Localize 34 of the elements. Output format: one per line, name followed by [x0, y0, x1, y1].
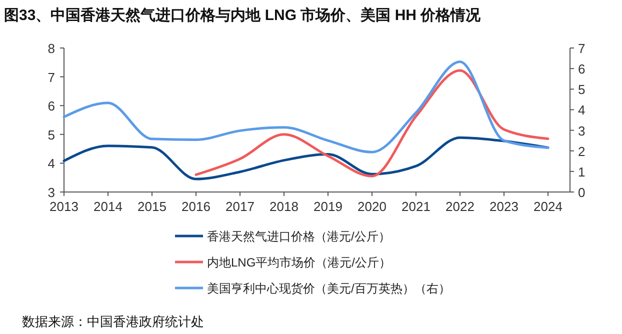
y-tick-label: 4: [48, 156, 55, 172]
y2-tick-label: 0: [578, 185, 586, 200]
y-tick-label: 6: [48, 98, 55, 114]
legend-label: 香港天然气进口价格（港元/公斤）: [207, 230, 390, 244]
x-tick-label: 2020: [358, 199, 386, 214]
x-tick-label: 2018: [270, 199, 298, 214]
y-tick-label: 5: [48, 127, 55, 142]
x-tick-label: 2023: [490, 199, 518, 214]
y2-tick-label: 1: [578, 164, 586, 180]
y-tick-label: 8: [48, 41, 55, 56]
line-series: [62, 60, 550, 154]
line-series: [62, 136, 550, 180]
source-note: 数据来源：中国香港政府统计处: [22, 314, 204, 329]
y-tick-label: 7: [48, 70, 55, 85]
x-tick-label: 2017: [226, 199, 254, 214]
y-tick-label: 3: [48, 185, 55, 200]
y2-tick-label: 5: [578, 82, 586, 98]
x-tick-label: 2016: [182, 199, 210, 214]
y2-tick-label: 6: [578, 62, 586, 77]
y2-tick-label: 4: [578, 102, 586, 118]
x-tick-label: 2015: [138, 199, 166, 214]
y2-tick-label: 7: [578, 41, 586, 56]
chart-title: 图33、中国香港天然气进口价格与内地 LNG 市场价、美国 HH 价格情况: [4, 6, 482, 24]
x-tick-label: 2014: [94, 199, 122, 214]
x-tick-label: 2022: [446, 199, 474, 214]
x-tick-label: 2024: [534, 199, 562, 214]
x-tick-label: 2019: [314, 199, 342, 214]
legend-label: 美国亨利中心现货价（美元/百万英热）（右）: [207, 282, 450, 296]
line-series: [194, 69, 550, 178]
x-tick-label: 2021: [402, 199, 430, 214]
y2-tick-label: 2: [578, 144, 586, 159]
legend-label: 内地LNG平均市场价（港元/公斤）: [207, 256, 392, 270]
y2-tick-label: 3: [578, 123, 586, 138]
x-tick-label: 2013: [50, 199, 78, 214]
